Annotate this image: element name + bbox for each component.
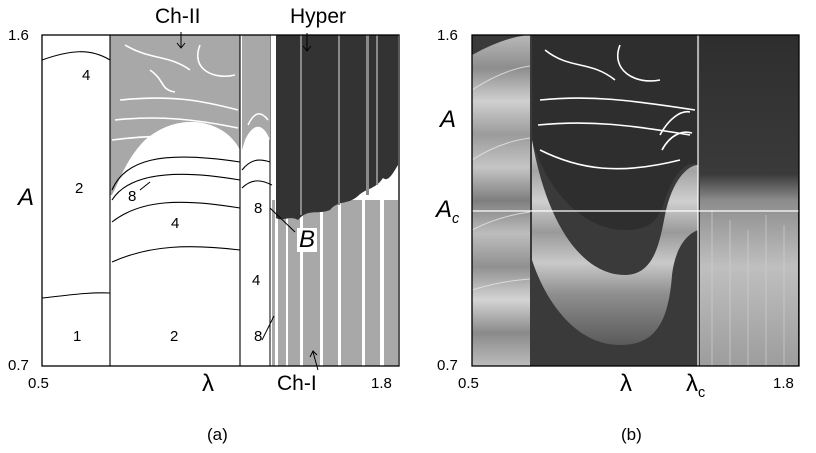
ch1-annotation: Ch-I	[277, 372, 317, 395]
period-label: 8	[254, 200, 263, 217]
right-streaks	[711, 210, 785, 366]
period-boundaries	[41, 51, 273, 299]
panel-a-frame	[41, 34, 400, 367]
period-label: 8	[254, 328, 263, 345]
a-x-tick-left: 0.5	[28, 375, 49, 392]
a-y-tick-bottom: 0.7	[8, 357, 29, 374]
chaos-patch-mid	[242, 35, 270, 150]
ch2-texture	[111, 44, 239, 141]
b-x-axis-label: λ	[620, 370, 632, 397]
b-point-annotation: B	[297, 226, 318, 253]
a-y-axis-label: A	[18, 184, 35, 211]
period-label: 4	[252, 272, 261, 289]
period-label: 4	[82, 67, 91, 84]
panel-a-caption: (a)	[207, 425, 228, 444]
chaos-region-upper	[532, 35, 698, 230]
panel-b-caption: (b)	[621, 425, 642, 444]
panel-b-frame	[471, 34, 800, 367]
ch2-annotation: Ch-II	[155, 5, 201, 28]
lambda-c-label: λc	[686, 370, 706, 401]
period-label: 2	[75, 180, 84, 197]
panel-a	[41, 32, 400, 371]
ac-label: Ac	[436, 196, 460, 227]
a-y-tick-top: 1.6	[8, 27, 29, 44]
b-y-tick-bottom: 0.7	[437, 357, 458, 374]
b-x-tick-right: 1.8	[773, 375, 794, 392]
period-label: 2	[170, 328, 179, 345]
b-y-axis-label: A	[440, 106, 457, 133]
ch2-chaos-region	[110, 35, 240, 195]
banded-region-left	[472, 35, 530, 366]
b-x-tick-left: 0.5	[458, 375, 479, 392]
hyper-gaps	[300, 35, 378, 215]
b-y-tick-top: 1.6	[437, 27, 458, 44]
period-label: 1	[73, 328, 82, 345]
period-label: 4	[171, 215, 180, 232]
ch1-stripes	[275, 200, 384, 366]
a-x-tick-right: 1.8	[371, 375, 392, 392]
ch1-chaos-region	[272, 200, 398, 366]
right-region	[700, 35, 798, 366]
annotation-arrows	[139, 32, 319, 371]
panel-b	[471, 34, 800, 367]
filaments	[537, 44, 696, 170]
banded-u-curve	[532, 140, 698, 345]
a-x-axis-label: λ	[202, 370, 214, 397]
hyper-annotation: Hyper	[290, 5, 347, 28]
period-label: 8	[128, 188, 137, 205]
banded-lines-left	[471, 65, 531, 291]
